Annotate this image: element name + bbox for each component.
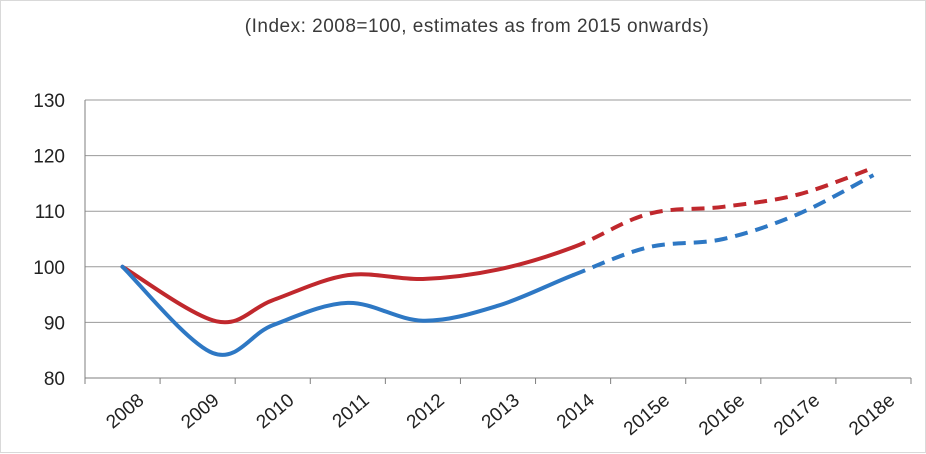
x-tick-label: 2016e: [695, 390, 749, 440]
series-0-estimate-line: [572, 165, 875, 250]
y-tick-label: 100: [33, 258, 65, 279]
series-0-actual-line: [120, 245, 576, 325]
x-tick-label: 2014: [553, 390, 599, 434]
x-tick-label: 2011: [329, 390, 374, 432]
y-tick-label: 110: [35, 202, 65, 223]
x-axis-tick-labels: 2008 2009 2010 2011 2012 2013 2014 2015e 2016e 20…: [102, 390, 899, 440]
x-tick-label: 2017e: [770, 390, 824, 440]
y-tick-label: 120: [33, 147, 65, 168]
axes: [84, 100, 912, 384]
x-tick-label: 2015e: [620, 390, 674, 440]
gridlines: [85, 99, 911, 323]
x-tick-label: 2013: [478, 390, 524, 433]
y-tick-label: 130: [33, 91, 65, 112]
series-1-estimate-line: [572, 173, 875, 277]
series-1-actual-line: [120, 264, 576, 357]
x-tick-label: 2008: [102, 390, 148, 433]
x-tick-label: 2012: [403, 390, 449, 433]
y-tick-label: 90: [44, 313, 65, 334]
chart-subtitle: (Index: 2008=100, estimates as from 2015…: [245, 16, 709, 37]
series-lines: [120, 165, 875, 357]
x-tick-label: 2010: [253, 390, 299, 433]
y-tick-label: 80: [44, 369, 65, 390]
y-axis-tick-labels: 80 90 100 110 120 130: [33, 91, 65, 390]
x-tick-label: 2009: [178, 390, 224, 433]
x-tick-label: 2018e: [845, 390, 899, 440]
